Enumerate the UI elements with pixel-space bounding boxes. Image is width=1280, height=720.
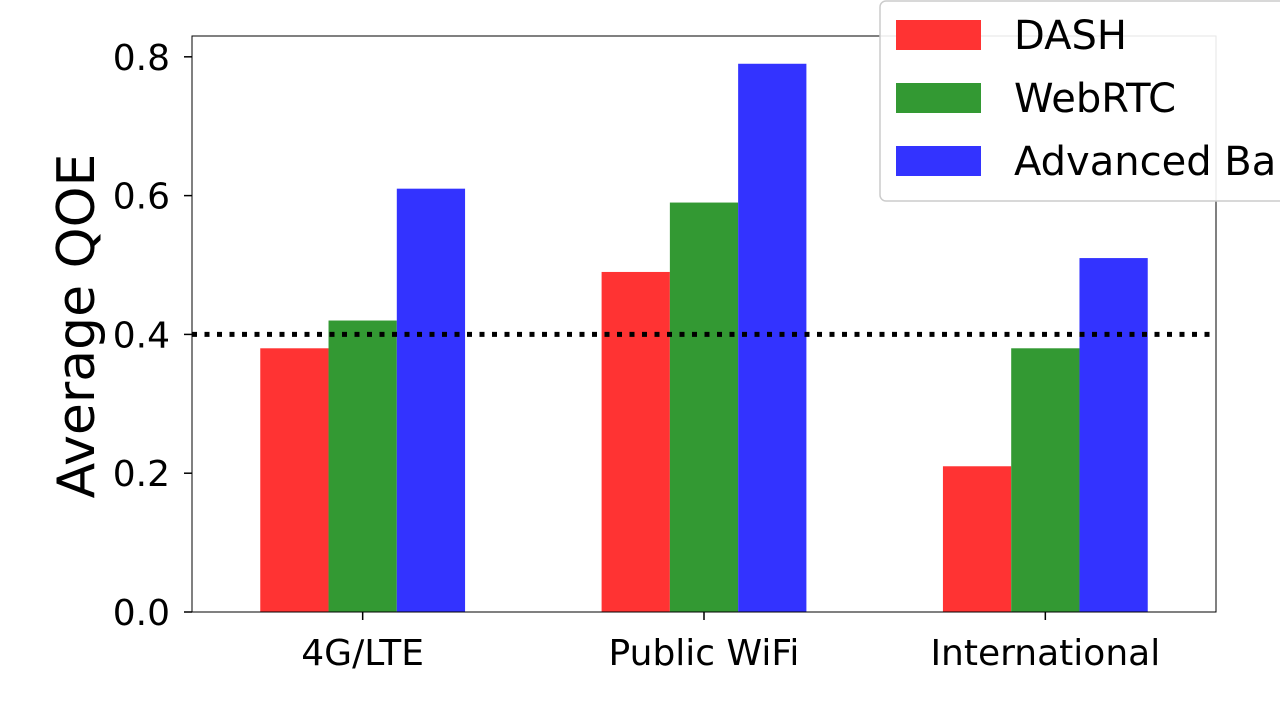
x-axis: 4G/LTE Public WiFi International bbox=[301, 612, 1160, 674]
bar-dash-4g-lte bbox=[260, 348, 329, 612]
bar-advanced-ba-public-wifi bbox=[738, 63, 807, 613]
y-tick-label: 0.2 bbox=[113, 454, 170, 495]
x-tick-label: Public WiFi bbox=[609, 633, 800, 674]
y-tick-label: 0.8 bbox=[113, 38, 170, 79]
bar-advanced-ba-international bbox=[1079, 258, 1148, 612]
legend-label-webrtc: WebRTC bbox=[1014, 76, 1176, 122]
legend-swatch-dash bbox=[896, 20, 981, 50]
legend-swatch-webrtc bbox=[896, 83, 981, 113]
x-tick-label: 4G/LTE bbox=[301, 633, 424, 674]
legend: DASH WebRTC Advanced Ba bbox=[879, 0, 1280, 202]
bar-advanced-ba-4g-lte bbox=[396, 188, 466, 613]
legend-label-dash: DASH bbox=[1014, 13, 1127, 59]
y-tick-label: 0.0 bbox=[113, 593, 170, 634]
x-tick-label: International bbox=[930, 633, 1160, 674]
y-axis: 0.0 0.2 0.4 0.6 0.8 bbox=[113, 38, 192, 634]
legend-label-advanced-ba: Advanced Ba bbox=[1014, 139, 1276, 185]
bar-dash-international bbox=[942, 466, 1012, 612]
bars-group bbox=[260, 63, 1148, 613]
bar-webrtc-international bbox=[1011, 348, 1080, 612]
bar-webrtc-public-wifi bbox=[669, 202, 739, 613]
y-tick-label: 0.6 bbox=[113, 177, 170, 218]
legend-swatch-advanced-ba bbox=[896, 146, 981, 176]
bar-webrtc-4g-lte bbox=[328, 320, 397, 612]
bar-dash-public-wifi bbox=[601, 271, 670, 612]
y-axis-label: Average QOE bbox=[47, 154, 107, 499]
y-tick-label: 0.4 bbox=[113, 315, 170, 356]
